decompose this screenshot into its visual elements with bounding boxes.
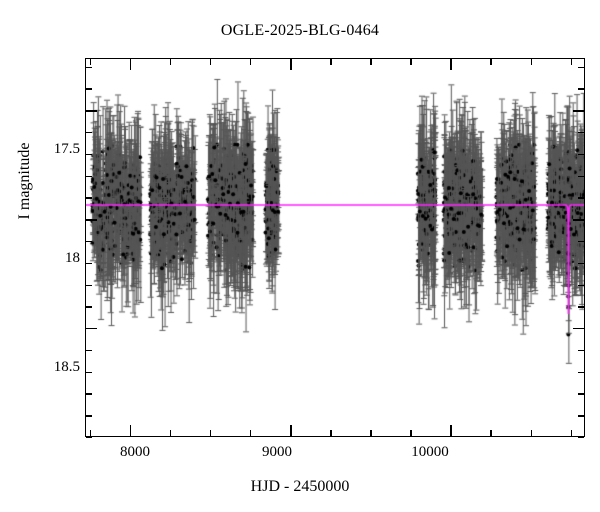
light-curve-canvas	[86, 59, 584, 436]
axis-tick	[573, 328, 584, 330]
axis-tick	[578, 240, 584, 243]
axis-tick	[290, 59, 292, 70]
axis-tick	[86, 88, 92, 90]
y-tick-label-18: 18	[65, 250, 80, 266]
axis-tick	[86, 240, 92, 243]
axis-tick	[86, 437, 92, 439]
axis-tick	[578, 371, 584, 374]
plot-area	[85, 58, 585, 437]
axis-tick	[578, 66, 584, 69]
axis-tick	[570, 59, 572, 65]
axis-tick	[89, 430, 92, 436]
x-tick-label-8000: 8000	[120, 444, 150, 460]
axis-tick	[450, 59, 452, 70]
axis-tick	[169, 59, 172, 65]
axis-tick	[530, 59, 532, 65]
axis-tick	[573, 110, 584, 112]
axis-tick	[86, 262, 92, 265]
axis-tick	[250, 430, 252, 436]
axis-tick	[210, 59, 212, 65]
page-title: OGLE-2025-BLG-0464	[220, 22, 380, 39]
axis-tick	[86, 349, 92, 352]
axis-tick	[250, 59, 252, 65]
axis-tick	[210, 430, 212, 436]
axis-tick	[86, 393, 92, 395]
axis-tick	[578, 262, 584, 265]
axis-tick	[578, 197, 584, 199]
x-axis-label: HJD - 2450000	[250, 478, 350, 495]
axis-tick	[450, 425, 452, 436]
axis-tick	[129, 425, 132, 436]
axis-tick	[86, 197, 92, 199]
axis-tick	[86, 306, 92, 308]
axis-tick	[129, 59, 132, 70]
axis-tick	[570, 430, 572, 436]
axis-tick	[86, 175, 92, 177]
axis-tick	[410, 59, 412, 65]
axis-tick	[86, 328, 97, 330]
axis-tick	[578, 349, 584, 352]
axis-tick	[573, 219, 584, 221]
axis-tick	[578, 175, 584, 177]
axis-tick	[578, 132, 584, 134]
axis-tick	[490, 59, 492, 65]
axis-tick	[578, 437, 584, 439]
axis-tick	[86, 153, 92, 156]
axis-tick	[578, 393, 584, 395]
axis-tick	[490, 430, 492, 436]
axis-tick	[370, 59, 372, 65]
axis-tick	[86, 371, 92, 374]
axis-tick	[578, 88, 584, 90]
axis-tick	[578, 306, 584, 308]
axis-tick	[86, 415, 92, 417]
y-tick-label-18-5: 18.5	[53, 359, 80, 375]
axis-tick	[410, 430, 412, 436]
axis-tick	[578, 153, 584, 156]
x-tick-label-10000: 10000	[411, 444, 449, 460]
axis-tick	[290, 425, 292, 436]
axis-tick	[330, 430, 332, 436]
axis-tick	[86, 66, 92, 69]
axis-tick	[86, 110, 97, 112]
y-tick-label-17-5: 17.5	[53, 141, 80, 157]
axis-tick	[86, 219, 97, 221]
axis-tick	[370, 430, 372, 436]
axis-tick	[330, 59, 332, 65]
x-tick-label-9000: 9000	[262, 444, 292, 460]
y-axis-label: I magnitude	[16, 142, 33, 220]
axis-tick	[86, 132, 92, 134]
axis-tick	[578, 415, 584, 417]
axis-tick	[169, 430, 172, 436]
axis-tick	[86, 284, 92, 286]
axis-tick	[530, 430, 532, 436]
axis-tick	[578, 284, 584, 286]
axis-tick	[89, 59, 92, 65]
